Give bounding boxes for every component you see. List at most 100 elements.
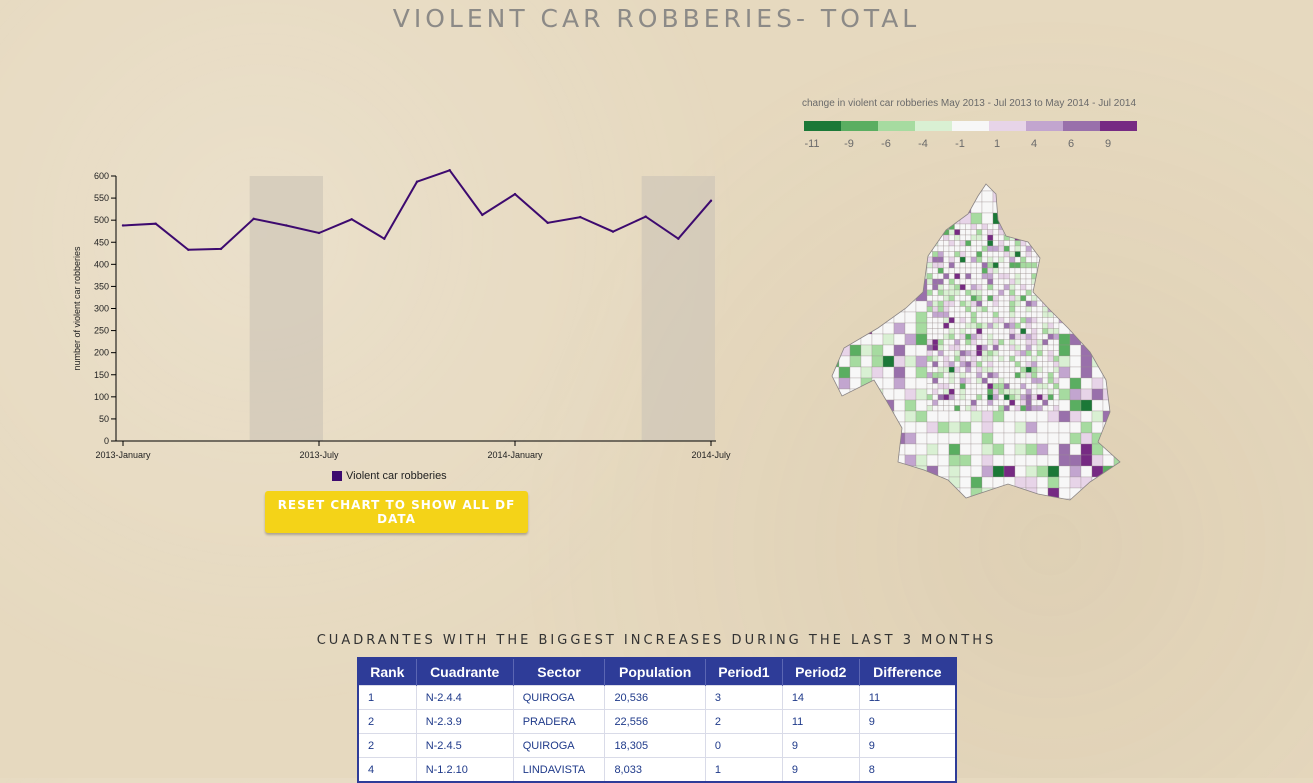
map-cell[interactable] <box>1020 300 1027 307</box>
map-cell[interactable] <box>992 344 999 351</box>
map-cell[interactable] <box>860 289 873 302</box>
map-cell[interactable] <box>932 328 939 335</box>
map-cell[interactable] <box>1025 405 1032 412</box>
map-cell[interactable] <box>976 372 983 379</box>
map-cell[interactable] <box>926 361 933 368</box>
map-cell[interactable] <box>1020 267 1027 274</box>
map-cell[interactable] <box>1125 246 1128 257</box>
map-cell[interactable] <box>998 377 1005 384</box>
map-cell[interactable] <box>1113 388 1125 401</box>
map-cell[interactable] <box>904 366 917 379</box>
map-cell[interactable] <box>970 273 977 280</box>
map-cell[interactable] <box>1025 432 1038 445</box>
map-cell[interactable] <box>871 476 884 489</box>
map-cell[interactable] <box>965 372 972 379</box>
map-cell[interactable] <box>937 256 944 263</box>
map-cell[interactable] <box>1003 300 1010 307</box>
map-cell[interactable] <box>1069 289 1082 302</box>
map-cell[interactable] <box>987 317 994 324</box>
map-cell[interactable] <box>1003 377 1010 384</box>
map-cell[interactable] <box>915 410 928 423</box>
map-cell[interactable] <box>937 339 944 346</box>
map-cell[interactable] <box>915 344 928 357</box>
map-cell[interactable] <box>893 212 906 225</box>
map-cell[interactable] <box>1069 388 1082 401</box>
map-cell[interactable] <box>981 355 988 362</box>
map-cell[interactable] <box>992 273 999 280</box>
map-cell[interactable] <box>926 278 933 285</box>
map-cell[interactable] <box>948 355 955 362</box>
map-cell[interactable] <box>1113 278 1125 291</box>
map-cell[interactable] <box>860 311 873 324</box>
map-cell[interactable] <box>1058 487 1071 500</box>
map-cell[interactable] <box>1031 223 1038 230</box>
map-cell[interactable] <box>893 201 906 214</box>
map-cell[interactable] <box>915 223 928 236</box>
map-cell[interactable] <box>1047 234 1054 241</box>
map-cell[interactable] <box>965 350 972 357</box>
map-cell[interactable] <box>1031 240 1038 247</box>
map-cell[interactable] <box>1058 212 1071 225</box>
map-cell[interactable] <box>860 212 873 225</box>
map-cell[interactable] <box>959 229 966 236</box>
map-cell[interactable] <box>1031 256 1038 263</box>
map-cell[interactable] <box>926 388 933 395</box>
map-cell[interactable] <box>1102 487 1115 500</box>
map-cell[interactable] <box>948 399 955 406</box>
map-cell[interactable] <box>1047 289 1054 296</box>
map-cell[interactable] <box>959 289 966 296</box>
map-cell[interactable] <box>893 399 906 412</box>
map-cell[interactable] <box>981 262 988 269</box>
map-cell[interactable] <box>1031 361 1038 368</box>
map-cell[interactable] <box>1036 328 1043 335</box>
map-cell[interactable] <box>954 284 961 291</box>
data-point[interactable] <box>154 222 157 225</box>
map-cell[interactable] <box>860 256 873 269</box>
map-cell[interactable] <box>882 421 895 434</box>
map-cell[interactable] <box>998 267 1005 274</box>
map-cell[interactable] <box>998 278 1005 285</box>
map-cell[interactable] <box>1058 476 1071 489</box>
map-cell[interactable] <box>1047 333 1054 340</box>
map-cell[interactable] <box>1009 339 1016 346</box>
map-cell[interactable] <box>948 201 961 214</box>
map-cell[interactable] <box>976 328 983 335</box>
map-cell[interactable] <box>992 278 999 285</box>
map-cell[interactable] <box>1014 190 1027 203</box>
map-cell[interactable] <box>838 212 851 225</box>
map-cell[interactable] <box>948 394 955 401</box>
map-cell[interactable] <box>1069 180 1082 192</box>
map-cell[interactable] <box>965 355 972 362</box>
map-cell[interactable] <box>1036 465 1049 478</box>
map-cell[interactable] <box>937 405 944 412</box>
map-cell[interactable] <box>932 339 939 346</box>
map-cell[interactable] <box>965 339 972 346</box>
map-cell[interactable] <box>932 322 939 329</box>
map-cell[interactable] <box>915 245 928 258</box>
map-cell[interactable] <box>937 190 950 203</box>
map-cell[interactable] <box>948 498 961 510</box>
map-cell[interactable] <box>992 399 999 406</box>
map-cell[interactable] <box>937 289 944 296</box>
map-cell[interactable] <box>1014 388 1021 395</box>
map-cell[interactable] <box>987 306 994 313</box>
map-cell[interactable] <box>915 180 928 192</box>
map-cell[interactable] <box>981 322 988 329</box>
map-cell[interactable] <box>1080 234 1093 247</box>
map-cell[interactable] <box>959 180 972 192</box>
map-cell[interactable] <box>1058 234 1071 247</box>
map-cell[interactable] <box>1125 433 1128 444</box>
map-cell[interactable] <box>1009 289 1016 296</box>
map-cell[interactable] <box>926 262 933 269</box>
map-cell[interactable] <box>948 245 955 252</box>
map-cell[interactable] <box>976 339 983 346</box>
map-cell[interactable] <box>1009 350 1016 357</box>
map-cell[interactable] <box>1036 278 1043 285</box>
map-cell[interactable] <box>970 405 977 412</box>
map-cell[interactable] <box>1113 465 1125 478</box>
map-cell[interactable] <box>954 273 961 280</box>
map-cell[interactable] <box>959 405 966 412</box>
map-cell[interactable] <box>1014 300 1021 307</box>
map-cell[interactable] <box>904 278 917 291</box>
map-cell[interactable] <box>965 300 972 307</box>
